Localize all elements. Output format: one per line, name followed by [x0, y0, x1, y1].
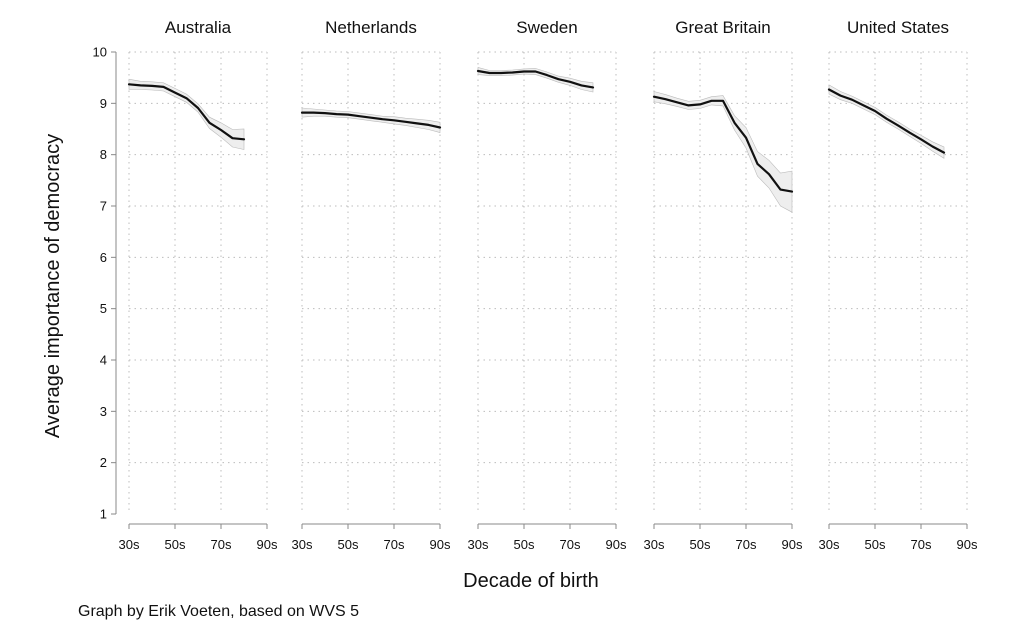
panel-united-states: United States 30s 50s 70s 90s — [819, 18, 978, 552]
x-tick-label: 70s — [560, 537, 581, 552]
series-line — [127, 83, 246, 141]
y-tick-label: 6 — [100, 250, 107, 265]
x-tick-label: 50s — [865, 537, 886, 552]
panel-sweden: Sweden 30s 50s 70s 90s — [468, 18, 627, 552]
panel-title: Australia — [165, 18, 232, 37]
y-tick-label: 9 — [100, 96, 107, 111]
panel-title: Netherlands — [325, 18, 417, 37]
confidence-band — [301, 107, 441, 133]
x-tick-label: 90s — [430, 537, 451, 552]
x-tick-label: 50s — [690, 537, 711, 552]
series-line — [476, 69, 595, 89]
chart: Average importance of democracy Decade o… — [42, 18, 978, 592]
x-axis-label: Decade of birth — [463, 570, 599, 592]
panel-australia: Australia 30s 50s 70s 90s — [119, 18, 278, 552]
confidence-band — [128, 78, 245, 150]
y-axis-label: Average importance of democracy — [42, 134, 64, 438]
chart-caption: Graph by Erik Voeten, based on WVS 5 — [78, 603, 360, 620]
x-tick-label: 30s — [644, 537, 665, 552]
confidence-band — [653, 91, 793, 213]
x-tick-label: 30s — [468, 537, 489, 552]
y-tick-label: 2 — [100, 455, 107, 470]
x-tick-label: 70s — [911, 537, 932, 552]
series-line — [300, 111, 442, 129]
confidence-band — [828, 84, 945, 159]
x-tick-label: 70s — [384, 537, 405, 552]
x-tick-label: 90s — [782, 537, 803, 552]
panel-great-britain: Great Britain 30s 50s 70s 90s — [644, 18, 803, 552]
x-tick-label: 70s — [736, 537, 757, 552]
x-tick-label: 90s — [257, 537, 278, 552]
panel-title: United States — [847, 18, 949, 37]
panel-title: Sweden — [516, 18, 577, 37]
y-tick-label: 4 — [100, 353, 107, 368]
series-line — [827, 88, 946, 154]
y-tick-label: 10 — [93, 45, 107, 60]
y-tick-label: 7 — [100, 199, 107, 214]
x-tick-label: 50s — [165, 537, 186, 552]
panel-netherlands: Netherlands 30s 50s 70s 90s — [292, 18, 451, 552]
y-tick-label: 1 — [100, 507, 107, 522]
x-tick-label: 30s — [119, 537, 140, 552]
x-tick-label: 90s — [606, 537, 627, 552]
x-tick-label: 90s — [957, 537, 978, 552]
x-tick-label: 30s — [819, 537, 840, 552]
y-tick-label: 8 — [100, 147, 107, 162]
y-tick-label: 5 — [100, 301, 107, 316]
x-tick-label: 70s — [211, 537, 232, 552]
x-tick-label: 50s — [514, 537, 535, 552]
series-line — [652, 95, 794, 193]
x-tick-label: 30s — [292, 537, 313, 552]
x-tick-label: 50s — [338, 537, 359, 552]
y-tick-label: 3 — [100, 404, 107, 419]
panel-title: Great Britain — [675, 18, 770, 37]
